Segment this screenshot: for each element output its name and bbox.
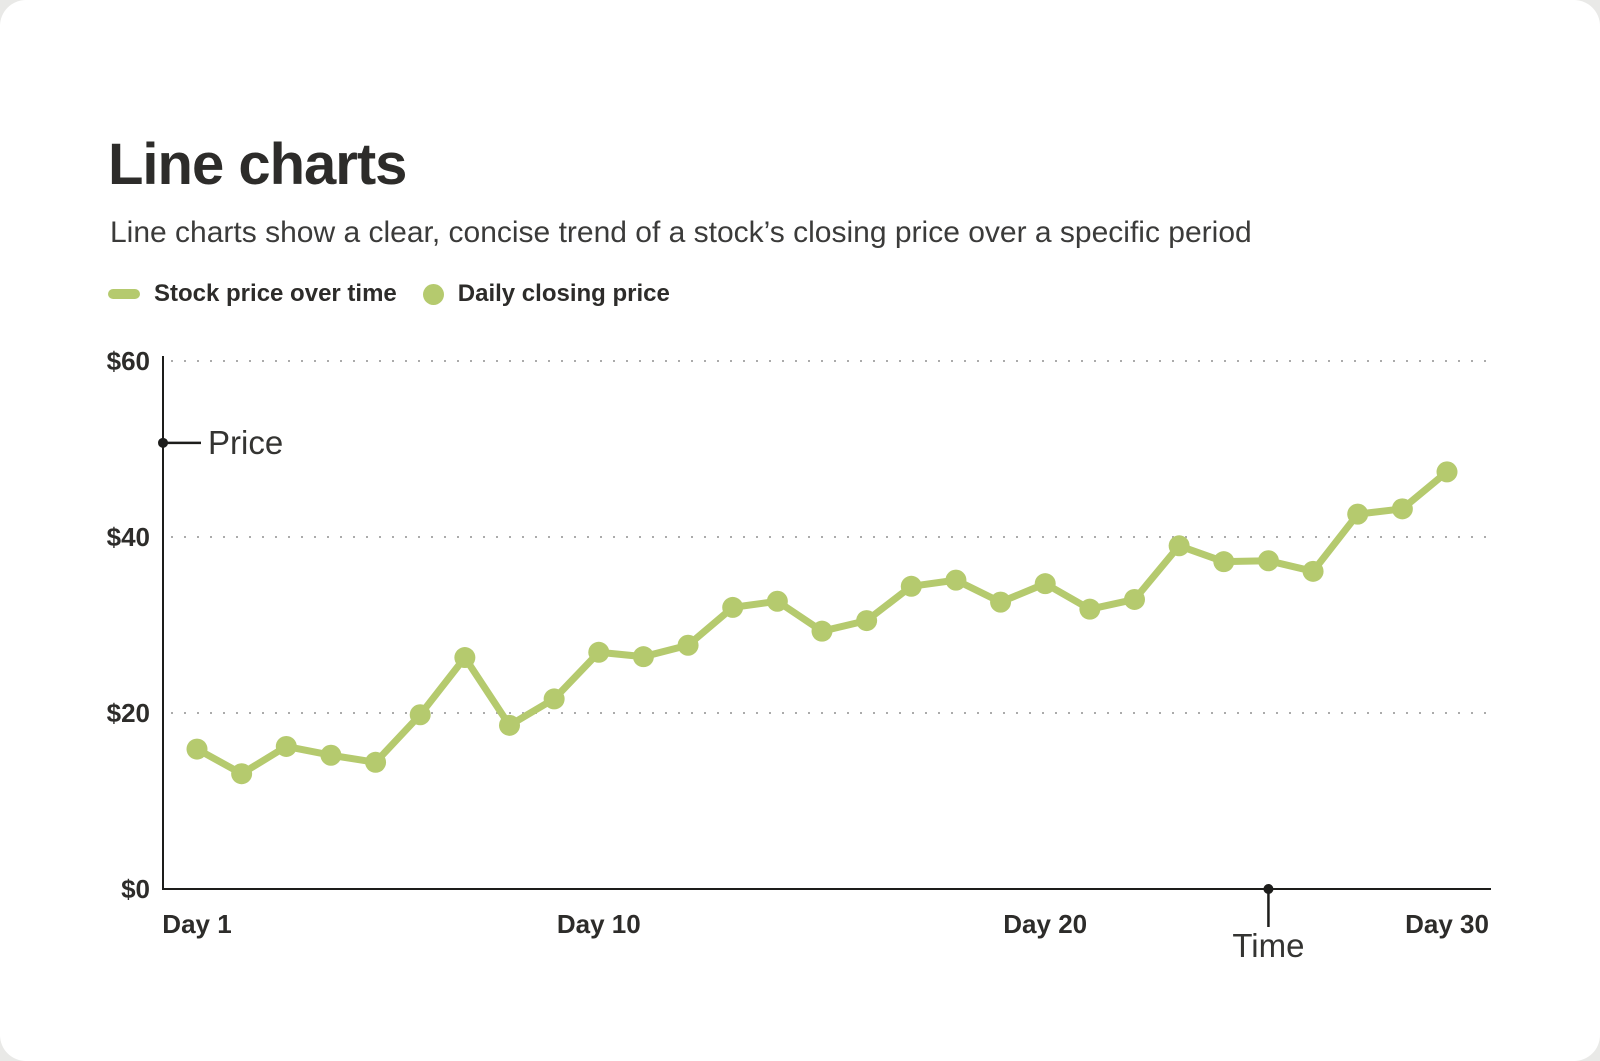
x-tick-label: Day 10 <box>557 909 641 939</box>
data-point <box>1079 598 1101 620</box>
dot-swatch-icon <box>422 283 444 305</box>
data-point <box>722 596 744 618</box>
legend-label: Daily closing price <box>457 280 670 307</box>
data-point <box>186 738 208 760</box>
line-swatch-icon <box>108 289 140 299</box>
data-point <box>990 591 1012 613</box>
price-marker-dot <box>158 437 168 448</box>
x-tick-label: Day 1 <box>162 909 231 939</box>
y-tick-label: $20 <box>107 698 150 728</box>
chart-legend: Stock price over time Daily closing pric… <box>108 280 670 308</box>
data-point <box>320 744 342 766</box>
data-point <box>365 751 387 773</box>
data-point <box>1124 588 1146 610</box>
data-point <box>1302 560 1324 582</box>
data-point <box>811 620 833 642</box>
data-point <box>1213 551 1235 573</box>
time-axis-label: Time <box>1232 927 1304 964</box>
time-marker-dot <box>1263 884 1274 894</box>
data-point <box>275 735 297 757</box>
data-point <box>231 763 253 785</box>
price-axis-label: Price <box>208 424 283 461</box>
y-tick-label: $60 <box>107 346 150 376</box>
y-tick-label: $0 <box>121 874 150 904</box>
x-tick-label: Day 30 <box>1405 909 1489 939</box>
data-point <box>1436 461 1458 483</box>
page-subtitle: Line charts show a clear, concise trend … <box>110 216 1252 249</box>
data-point <box>677 634 699 656</box>
data-point <box>632 646 654 668</box>
page-title: Line charts <box>108 131 407 197</box>
data-point <box>766 590 788 612</box>
data-point <box>499 714 521 736</box>
data-point <box>1257 550 1279 572</box>
data-point <box>1347 503 1369 525</box>
data-point <box>856 610 878 632</box>
data-point <box>409 704 431 726</box>
data-point <box>1391 498 1413 520</box>
data-point <box>543 688 565 710</box>
data-point <box>1034 573 1056 595</box>
legend-label: Stock price over time <box>154 280 397 307</box>
data-point <box>588 641 610 663</box>
data-point <box>945 569 967 591</box>
legend-item-dot: Daily closing price <box>422 280 670 308</box>
data-point <box>454 647 476 669</box>
legend-item-line: Stock price over time <box>108 280 397 308</box>
x-tick-label: Day 20 <box>1003 909 1087 939</box>
y-tick-label: $40 <box>107 522 150 552</box>
data-point <box>1168 535 1190 557</box>
data-point <box>900 575 922 597</box>
